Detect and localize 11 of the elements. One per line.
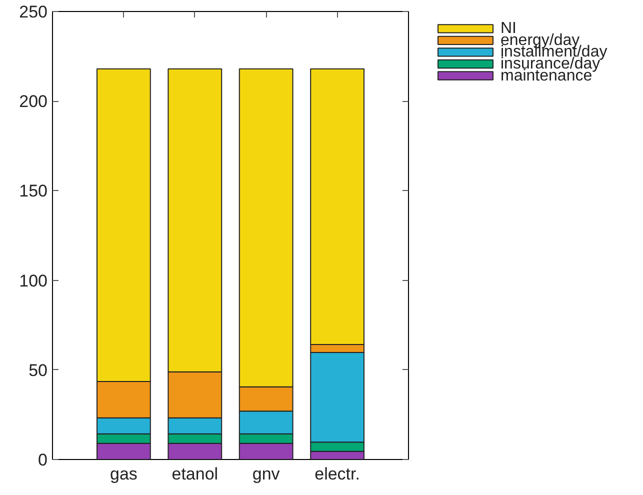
y-tick-label: 50 [28,360,48,380]
x-tick-label: gnv [252,464,280,484]
legend-label: NI [500,20,516,38]
x-tick-label: gas [110,464,138,484]
y-tick-label: 100 [19,271,48,290]
y-tick-label: 200 [19,92,48,112]
y-tick-label: 0 [38,450,48,470]
y-tick-label: 250 [19,2,48,22]
x-tick-label: electr. [314,464,360,484]
x-tick-label: etanol [172,464,218,484]
y-tick-label: 150 [19,182,48,201]
